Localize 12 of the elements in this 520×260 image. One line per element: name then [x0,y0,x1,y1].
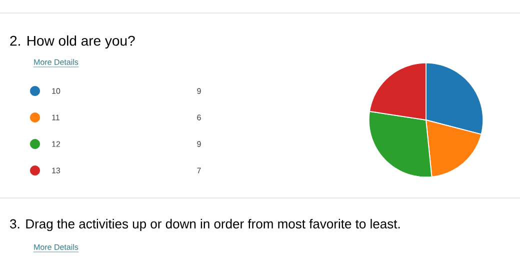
legend-label: 12 [52,141,60,147]
data-label: 7 [197,168,201,174]
chart-title: 2. How old are you? [10,35,135,49]
data-label: 9 [197,88,201,94]
legend-label: 11 [52,114,60,120]
text: More Details [34,244,78,250]
text: More Details [34,59,78,65]
text: 3. Drag the activities up or down in order from most favorite to least. [10,218,400,232]
legend-label: 10 [52,88,60,94]
data-label: 6 [197,114,201,120]
legend-label: 13 [52,168,60,174]
data-label: 9 [197,141,201,147]
